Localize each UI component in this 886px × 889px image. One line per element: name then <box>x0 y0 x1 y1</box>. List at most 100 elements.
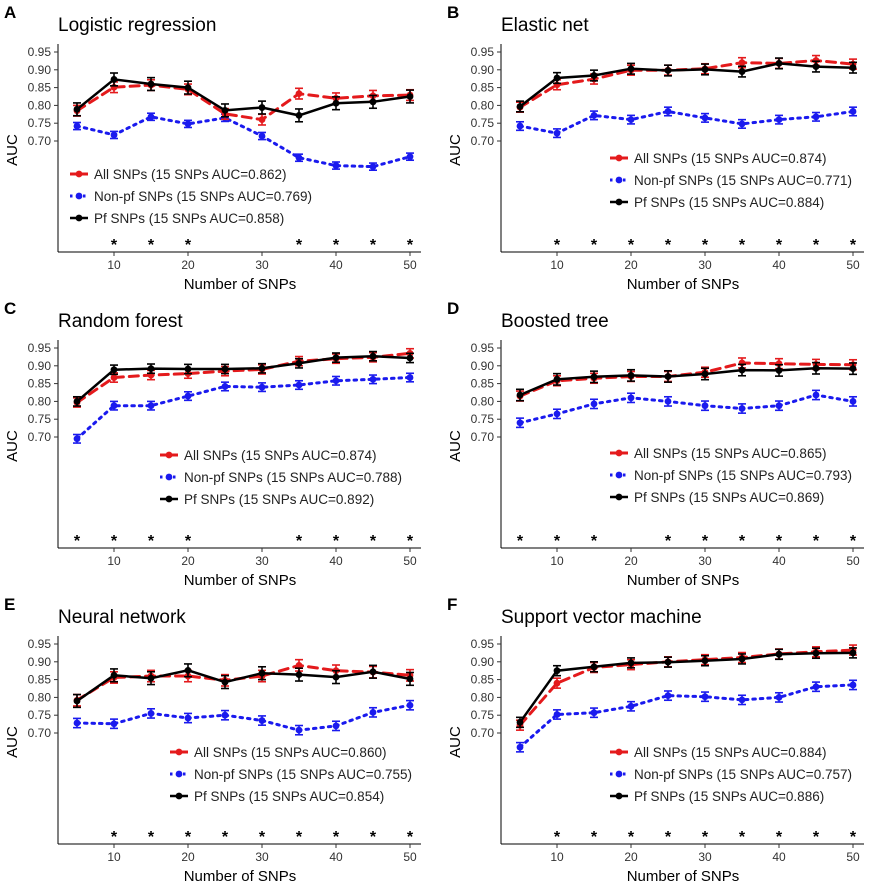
series-line <box>518 58 855 109</box>
data-point <box>516 122 524 130</box>
panel-title: Elastic net <box>501 15 589 36</box>
data-point <box>664 373 672 380</box>
series-pf <box>516 647 857 729</box>
significance-star: * <box>370 533 377 550</box>
significance-star: * <box>111 533 118 550</box>
x-tick-label: 30 <box>255 850 269 864</box>
series-pf <box>73 663 414 709</box>
significance-star: * <box>296 829 303 846</box>
legend-label: Non-pf SNPs (15 SNPs AUC=0.793) <box>634 468 852 483</box>
significance-star: * <box>370 829 377 846</box>
significance-star: * <box>185 237 192 254</box>
data-point <box>73 435 81 443</box>
panel-c: C Random forest 0.95 0.90 0.85 0.80 0.75 0.70 10… <box>4 299 421 589</box>
data-point <box>73 122 81 130</box>
legend-label: Non-pf SNPs (15 SNPs AUC=0.755) <box>194 767 412 782</box>
series-line <box>518 367 855 397</box>
y-tick-label: 0.70 <box>28 726 52 740</box>
y-tick-label: 0.85 <box>471 673 495 687</box>
legend: All SNPs (15 SNPs AUC=0.874) Non-pf SNPs … <box>160 448 402 507</box>
data-point <box>738 59 746 67</box>
data-point <box>664 67 672 74</box>
y-tick-label: 0.80 <box>471 690 495 704</box>
data-point <box>590 709 598 717</box>
series-pf <box>516 361 857 402</box>
y-tick-label: 0.90 <box>471 655 495 669</box>
series-line <box>75 376 412 441</box>
data-point <box>295 381 303 389</box>
y-tick-label: 0.90 <box>28 359 52 373</box>
x-tick-label: 20 <box>624 850 638 864</box>
series-nonpf <box>73 372 414 444</box>
panel-a: A Logistic regression 0.95 0.90 0.85 0.80 0.75… <box>4 3 421 293</box>
y-tick-label: 0.85 <box>28 673 52 687</box>
data-point <box>332 722 340 730</box>
data-point <box>295 359 303 367</box>
data-point <box>553 667 561 675</box>
legend: All SNPs (15 SNPs AUC=0.865) Non-pf SNPs … <box>610 446 852 505</box>
series-nonpf <box>516 106 857 139</box>
data-point <box>775 402 783 410</box>
y-axis-label: AUC <box>447 430 464 462</box>
data-point <box>516 419 524 427</box>
data-point <box>553 129 561 137</box>
data-point <box>553 679 561 687</box>
legend-key-point <box>165 451 173 459</box>
data-point <box>332 354 340 362</box>
y-tick-label: 0.95 <box>28 45 52 59</box>
significance-star: * <box>370 237 377 254</box>
x-tick-label: 10 <box>107 258 121 272</box>
series-line <box>75 663 412 702</box>
data-point <box>221 711 229 719</box>
data-point <box>369 352 377 360</box>
significance-star: * <box>776 533 783 550</box>
legend-key-point <box>165 473 173 481</box>
data-point <box>110 76 118 83</box>
legend-key-point <box>615 493 623 501</box>
data-point <box>849 649 857 657</box>
data-point <box>406 354 414 362</box>
legend-key-point <box>615 198 623 206</box>
data-point <box>553 711 561 718</box>
data-point <box>812 63 820 70</box>
legend-key-point <box>175 792 183 800</box>
significance-star: * <box>148 829 155 846</box>
data-point <box>775 59 783 67</box>
significance-star: * <box>813 829 820 846</box>
data-point <box>221 106 229 114</box>
y-tick-label: 0.90 <box>28 63 52 77</box>
x-tick-label: 10 <box>107 554 121 568</box>
y-tick-label: 0.70 <box>28 134 52 148</box>
data-point <box>221 365 229 373</box>
legend-label: Pf SNPs (15 SNPs AUC=0.884) <box>634 195 824 210</box>
significance-star: * <box>333 533 340 550</box>
data-point <box>258 104 266 111</box>
data-point <box>553 74 561 82</box>
data-point <box>701 657 709 665</box>
data-point <box>553 410 561 418</box>
data-point <box>332 377 340 385</box>
legend-key-point <box>75 192 83 200</box>
significance-star: * <box>74 533 81 550</box>
significance-star: * <box>296 237 303 254</box>
significance-star: * <box>850 829 857 846</box>
x-tick-label: 40 <box>329 554 343 568</box>
y-tick-label: 0.95 <box>471 341 495 355</box>
data-point <box>812 683 820 691</box>
legend-key-point <box>615 792 623 800</box>
x-tick-label: 40 <box>772 850 786 864</box>
x-tick-label: 50 <box>846 850 860 864</box>
y-tick-label: 0.95 <box>471 637 495 651</box>
y-tick-label: 0.75 <box>471 412 495 426</box>
data-point <box>147 402 155 410</box>
data-point <box>701 402 709 410</box>
legend-key-point <box>615 154 623 162</box>
significance-star: * <box>702 237 709 254</box>
legend-key-point <box>615 471 623 479</box>
series-line <box>75 83 412 122</box>
significance-star: * <box>591 237 598 254</box>
data-point <box>258 717 266 724</box>
significance-star: * <box>739 829 746 846</box>
significance-star: * <box>628 829 635 846</box>
legend-key-point <box>175 748 183 756</box>
